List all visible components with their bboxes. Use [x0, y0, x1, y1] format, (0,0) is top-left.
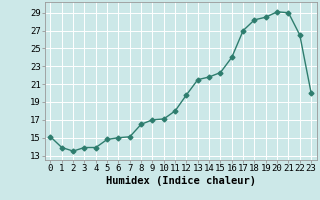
X-axis label: Humidex (Indice chaleur): Humidex (Indice chaleur)	[106, 176, 256, 186]
